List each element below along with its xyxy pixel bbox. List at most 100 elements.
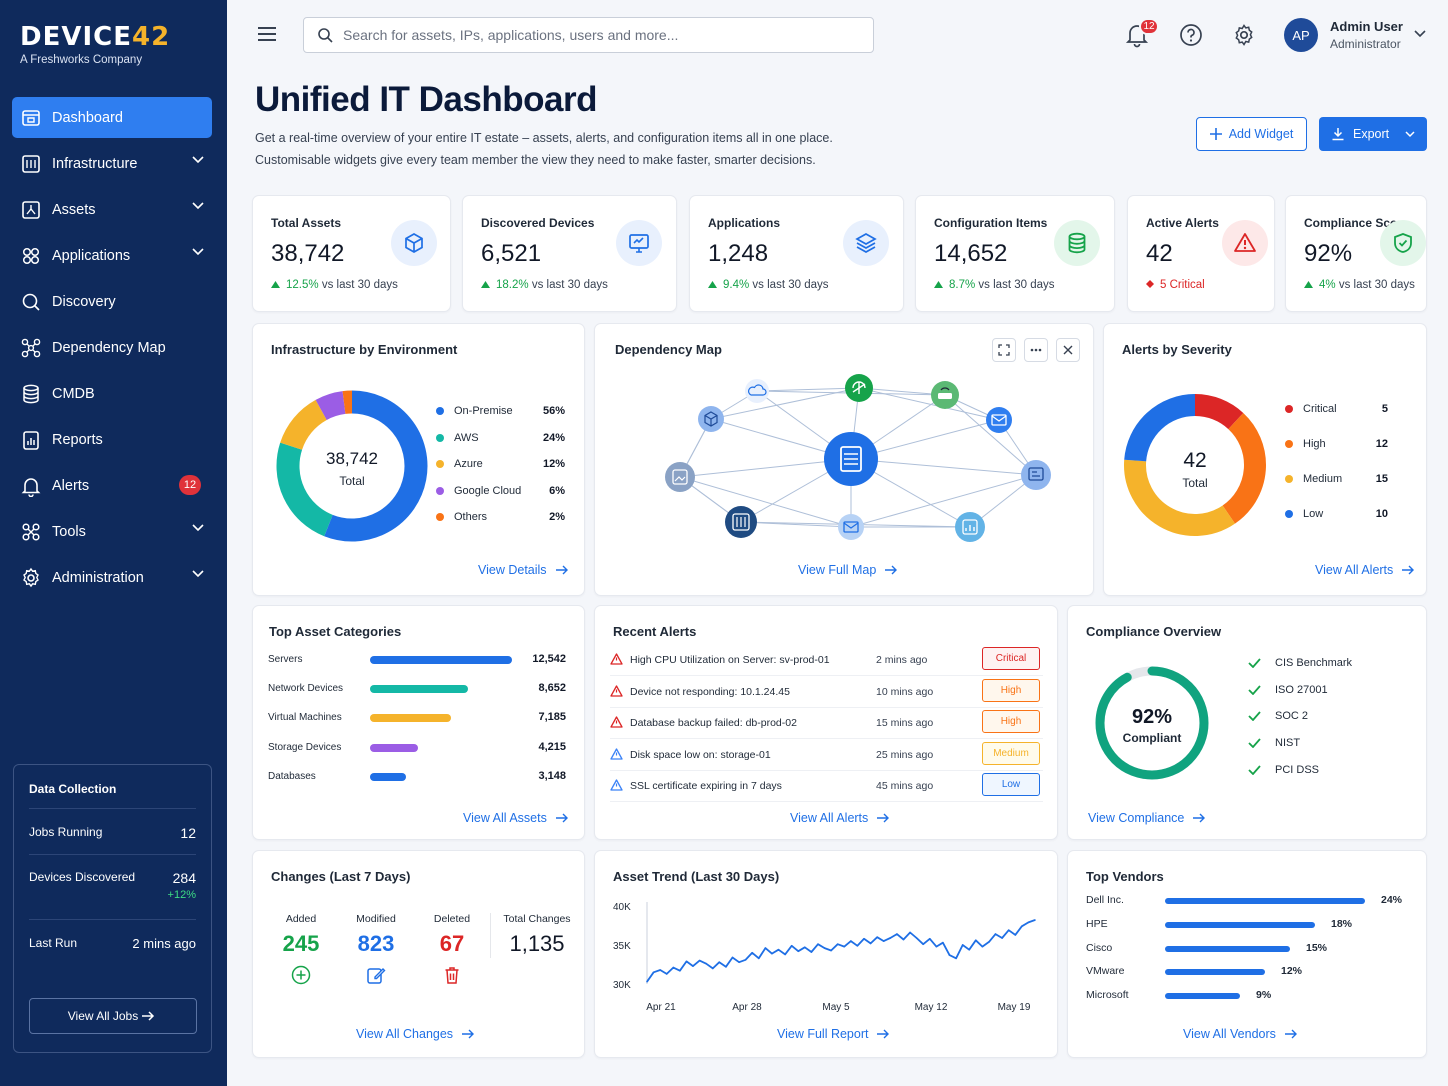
menu-toggle-button[interactable] bbox=[257, 25, 277, 43]
more-options-button[interactable] bbox=[1024, 338, 1048, 362]
stat-card-applications[interactable]: Applications 1,248 9.4% vs last 30 days bbox=[689, 195, 904, 312]
legend-dot bbox=[1285, 405, 1293, 413]
server-icon bbox=[20, 153, 42, 175]
category-row[interactable]: Databases 3,148 bbox=[268, 769, 568, 785]
sidebar-item-assets[interactable]: Assets bbox=[12, 189, 212, 230]
donut-segment-low[interactable] bbox=[1124, 394, 1196, 462]
cube-node-icon[interactable] bbox=[698, 406, 724, 432]
app-node-icon[interactable] bbox=[845, 374, 873, 402]
sidebar-item-cmdb[interactable]: CMDB bbox=[12, 373, 212, 414]
vendor-row[interactable]: Cisco 15% bbox=[1086, 942, 1416, 958]
stat-card-compliance-score[interactable]: Compliance Score 92% 4% vs last 30 days bbox=[1285, 195, 1427, 312]
donut-segment-aws[interactable] bbox=[276, 442, 334, 537]
sidebar-item-alerts[interactable]: Alerts 12 bbox=[12, 465, 212, 506]
vendor-row[interactable]: VMware 12% bbox=[1086, 965, 1416, 981]
donut-segment-critical[interactable] bbox=[1194, 394, 1244, 430]
avatar[interactable]: AP bbox=[1284, 18, 1318, 52]
view-full-report-link[interactable]: View Full Report bbox=[777, 1027, 890, 1041]
donut-segment-others[interactable] bbox=[342, 390, 353, 414]
stat-footer: 12.5% vs last 30 days bbox=[271, 279, 398, 291]
view-details-link[interactable]: View Details bbox=[478, 563, 569, 577]
legend-count: 12 bbox=[1375, 438, 1388, 450]
view-all-assets-link[interactable]: View All Assets bbox=[463, 811, 569, 825]
alert-row[interactable]: Database backup failed: db-prod-02 15 min… bbox=[610, 708, 1043, 740]
view-full-map-link[interactable]: View Full Map bbox=[798, 563, 898, 577]
chevron-down-icon bbox=[192, 248, 204, 256]
user-menu[interactable]: Admin User Administrator bbox=[1330, 19, 1403, 51]
donut-segment-high[interactable] bbox=[1222, 412, 1266, 524]
fullscreen-button[interactable] bbox=[992, 338, 1016, 362]
legend-percent: 24% bbox=[542, 431, 565, 444]
analytics-node-icon[interactable] bbox=[955, 512, 985, 542]
trend-point bbox=[843, 945, 846, 948]
stat-card-active-alerts[interactable]: Active Alerts 42 5 Critical bbox=[1127, 195, 1275, 312]
sidebar-item-administration[interactable]: Administration bbox=[12, 557, 212, 598]
modified-label: Modified bbox=[356, 913, 396, 925]
donut-segment-google-cloud[interactable] bbox=[315, 391, 346, 421]
view-all-alerts-link[interactable]: View All Alerts bbox=[1315, 563, 1415, 577]
devices-discovered-label: Devices Discovered bbox=[29, 870, 136, 884]
view-all-jobs-button[interactable]: View All Jobs bbox=[29, 998, 197, 1034]
stat-card-configuration-items[interactable]: Configuration Items 14,652 8.7% vs last 30… bbox=[915, 195, 1115, 312]
vendor-bar bbox=[1165, 945, 1290, 952]
stat-footer: 18.2% vs last 30 days bbox=[481, 279, 608, 291]
settings-button[interactable] bbox=[1232, 23, 1256, 47]
trend-point bbox=[994, 933, 997, 935]
category-row[interactable]: Network Devices 8,652 bbox=[268, 681, 568, 697]
database-icon bbox=[20, 383, 42, 405]
alert-row[interactable]: High CPU Utilization on Server: sv-prod-… bbox=[610, 645, 1043, 676]
sidebar-item-infrastructure[interactable]: Infrastructure bbox=[12, 143, 212, 184]
view-all-vendors-link[interactable]: View All Vendors bbox=[1183, 1027, 1298, 1041]
legend-label: High bbox=[1303, 438, 1326, 450]
sidebar-item-dashboard[interactable]: Dashboard bbox=[12, 97, 212, 138]
search-input[interactable] bbox=[343, 27, 843, 43]
alert-row[interactable]: Disk space low on: storage-01 25 mins ago… bbox=[610, 740, 1043, 771]
category-count: 7,185 bbox=[538, 711, 566, 724]
stat-card-discovered-devices[interactable]: Discovered Devices 6,521 18.2% vs last 30 … bbox=[462, 195, 677, 312]
display-node-icon[interactable] bbox=[1021, 460, 1051, 490]
view-full-report-label: View Full Report bbox=[777, 1027, 869, 1041]
server-node[interactable] bbox=[824, 432, 878, 486]
view-all-changes-link[interactable]: View All Changes bbox=[356, 1027, 475, 1041]
help-button[interactable] bbox=[1179, 23, 1203, 47]
search-bar[interactable] bbox=[303, 17, 874, 53]
rack-node-icon[interactable] bbox=[725, 506, 757, 538]
donut-segment-on-premise[interactable] bbox=[324, 390, 428, 542]
sidebar-item-reports[interactable]: Reports bbox=[12, 419, 212, 460]
cube-icon bbox=[391, 220, 437, 266]
alert-row[interactable]: Device not responding: 10.1.24.45 10 mins… bbox=[610, 677, 1043, 708]
category-row[interactable]: Servers 12,542 bbox=[268, 652, 568, 668]
donut-segment-medium[interactable] bbox=[1124, 459, 1235, 536]
view-compliance-link[interactable]: View Compliance bbox=[1088, 811, 1206, 825]
asset-icon bbox=[20, 199, 42, 221]
view-all-alerts-link[interactable]: View All Alerts bbox=[790, 811, 890, 825]
user-menu-chevron[interactable] bbox=[1414, 30, 1426, 38]
trend-point bbox=[823, 947, 826, 949]
network-icon bbox=[20, 337, 42, 359]
close-widget-button[interactable] bbox=[1056, 338, 1080, 362]
logo[interactable]: DEVICE42 A Freshworks Company bbox=[20, 22, 170, 66]
stat-card-total-assets[interactable]: Total Assets 38,742 12.5% vs last 30 days bbox=[252, 195, 451, 312]
y-tick-label: 30K bbox=[613, 980, 631, 991]
sidebar-item-dependency-map[interactable]: Dependency Map bbox=[12, 327, 212, 368]
sidebar-item-discovery[interactable]: Discovery bbox=[12, 281, 212, 322]
message-node-icon[interactable] bbox=[838, 514, 864, 540]
cloud-node-icon[interactable] bbox=[745, 379, 769, 403]
category-row[interactable]: Virtual Machines 7,185 bbox=[268, 710, 568, 726]
storage-node-icon[interactable] bbox=[665, 462, 695, 492]
vendor-row[interactable]: Microsoft 9% bbox=[1086, 989, 1416, 1005]
page-description-line-2: Customisable widgets give every team mem… bbox=[255, 153, 816, 167]
category-row[interactable]: Storage Devices 4,215 bbox=[268, 740, 568, 756]
donut-segment-azure[interactable] bbox=[280, 399, 328, 451]
alert-row[interactable]: SSL certificate expiring in 7 days 45 min… bbox=[610, 771, 1043, 803]
mail-node-icon[interactable] bbox=[986, 407, 1012, 433]
vendor-row[interactable]: Dell Inc. 24% bbox=[1086, 894, 1416, 910]
add-widget-button[interactable]: Add Widget bbox=[1196, 117, 1307, 151]
trend-up-icon bbox=[481, 279, 490, 291]
router-node-icon[interactable] bbox=[931, 381, 959, 409]
sidebar-item-applications[interactable]: Applications bbox=[12, 235, 212, 276]
export-button[interactable]: Export bbox=[1319, 117, 1427, 151]
help-icon bbox=[1180, 24, 1202, 46]
sidebar-item-tools[interactable]: Tools bbox=[12, 511, 212, 552]
vendor-row[interactable]: HPE 18% bbox=[1086, 918, 1416, 934]
